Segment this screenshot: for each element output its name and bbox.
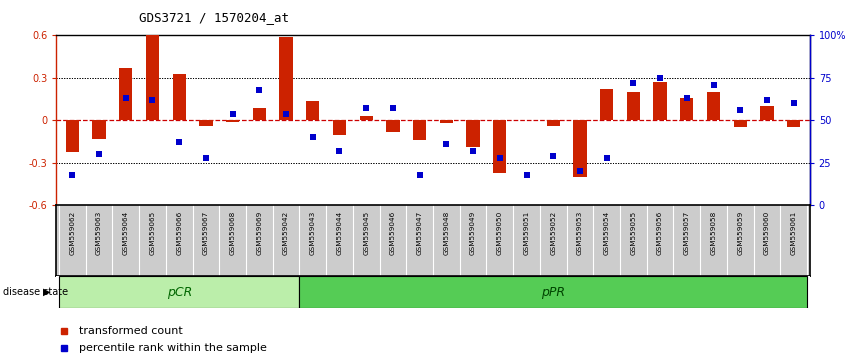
Text: GSM559067: GSM559067 [203, 211, 209, 255]
Bar [300, 276, 807, 308]
Bar [359, 116, 373, 120]
Point [306, 135, 320, 140]
Text: pCR: pCR [166, 286, 191, 298]
Text: GSM559063: GSM559063 [96, 211, 102, 255]
Bar [66, 120, 79, 152]
Text: GSM559059: GSM559059 [737, 211, 743, 255]
Text: GSM559069: GSM559069 [256, 211, 262, 255]
Point [252, 87, 266, 93]
Bar [93, 120, 106, 139]
Text: GSM559050: GSM559050 [497, 211, 503, 255]
Bar [493, 120, 507, 173]
Point [92, 152, 106, 157]
Point [333, 148, 346, 154]
Bar [226, 120, 239, 122]
Point [786, 101, 800, 106]
Point [760, 97, 774, 103]
Point [493, 155, 507, 161]
Text: GSM559065: GSM559065 [150, 211, 156, 255]
Bar [59, 276, 300, 308]
Bar [145, 35, 159, 120]
Text: GSM559052: GSM559052 [550, 211, 556, 255]
Text: GSM559046: GSM559046 [390, 211, 396, 255]
Text: GSM559054: GSM559054 [604, 211, 610, 255]
Text: GSM559062: GSM559062 [69, 211, 75, 255]
Text: GSM559060: GSM559060 [764, 211, 770, 255]
Point [359, 105, 373, 111]
Bar [172, 74, 186, 120]
Text: pPR: pPR [541, 286, 565, 298]
Text: ▶: ▶ [42, 287, 50, 297]
Point [466, 148, 480, 154]
Point [600, 155, 614, 161]
Text: GSM559044: GSM559044 [337, 211, 342, 255]
Text: GSM559064: GSM559064 [123, 211, 129, 255]
Point [520, 172, 533, 178]
Text: GSM559061: GSM559061 [791, 211, 797, 255]
Bar [654, 82, 667, 120]
Text: GSM559066: GSM559066 [176, 211, 182, 255]
Text: GSM559042: GSM559042 [283, 211, 289, 255]
Point [626, 80, 640, 86]
Bar [787, 120, 800, 127]
Point [226, 111, 240, 116]
Bar [734, 120, 746, 127]
Bar [386, 120, 399, 132]
Bar [413, 120, 426, 140]
Point [653, 75, 667, 81]
Bar [333, 120, 346, 135]
Bar [760, 106, 773, 120]
Point [573, 169, 587, 174]
Point [707, 82, 721, 87]
Bar [280, 37, 293, 120]
Bar [199, 120, 212, 126]
Point [66, 172, 80, 178]
Bar [707, 92, 721, 120]
Text: GSM559043: GSM559043 [310, 211, 316, 255]
Bar [573, 120, 586, 177]
Text: GSM559049: GSM559049 [470, 211, 476, 255]
Bar [467, 120, 480, 147]
Text: GSM559056: GSM559056 [657, 211, 663, 255]
Bar [253, 108, 266, 120]
Text: GSM559055: GSM559055 [630, 211, 637, 255]
Point [439, 141, 453, 147]
Text: GDS3721 / 1570204_at: GDS3721 / 1570204_at [139, 11, 288, 24]
Point [413, 172, 427, 178]
Text: GSM559051: GSM559051 [524, 211, 529, 255]
Bar [546, 120, 560, 126]
Point [199, 155, 213, 161]
Text: transformed count: transformed count [79, 326, 183, 336]
Text: disease state: disease state [3, 287, 68, 297]
Point [145, 97, 159, 103]
Bar [627, 92, 640, 120]
Text: GSM559068: GSM559068 [229, 211, 236, 255]
Text: GSM559048: GSM559048 [443, 211, 449, 255]
Text: GSM559053: GSM559053 [577, 211, 583, 255]
Text: GSM559047: GSM559047 [417, 211, 423, 255]
Text: GSM559058: GSM559058 [710, 211, 716, 255]
Bar [120, 68, 132, 120]
Point [734, 107, 747, 113]
Bar [600, 89, 613, 120]
Point [119, 96, 132, 101]
Point [386, 105, 400, 111]
Text: GSM559057: GSM559057 [684, 211, 690, 255]
Text: percentile rank within the sample: percentile rank within the sample [79, 343, 267, 353]
Point [172, 139, 186, 145]
Bar [680, 98, 694, 120]
Bar [306, 101, 320, 120]
Bar [440, 120, 453, 123]
Point [279, 111, 293, 116]
Point [680, 96, 694, 101]
Point [546, 153, 560, 159]
Text: GSM559045: GSM559045 [363, 211, 369, 255]
